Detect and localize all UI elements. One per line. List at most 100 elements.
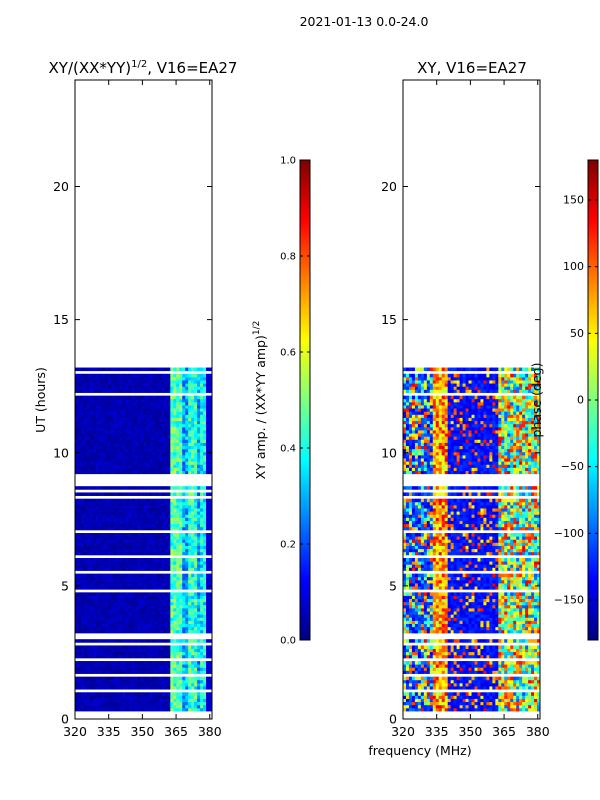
heatmap-cell	[170, 448, 174, 453]
heatmap-cell	[158, 567, 162, 571]
heatmap-cell	[83, 639, 88, 643]
heatmap-cell	[107, 405, 112, 409]
heatmap-cell	[80, 414, 85, 418]
heatmap-cell	[158, 579, 162, 584]
heatmap-cell	[164, 542, 168, 546]
heatmap-cell	[477, 667, 481, 671]
heatmap-cell	[95, 464, 100, 468]
heatmap-cell	[107, 380, 112, 384]
heatmap-cell	[209, 376, 213, 381]
heatmap-cell	[194, 501, 198, 506]
heatmap-cell	[182, 439, 186, 443]
heatmap-cell	[450, 654, 455, 659]
heatmap-cell	[206, 573, 210, 578]
heatmap-cell	[206, 595, 210, 599]
heatmap-cell	[101, 380, 106, 384]
heatmap-cell	[483, 704, 487, 709]
heatmap-cell	[143, 548, 147, 553]
heatmap-cell	[122, 686, 127, 690]
heatmap-cell	[432, 682, 437, 687]
heatmap-cell	[194, 430, 198, 434]
heatmap-cell	[146, 380, 150, 384]
heatmap-cell	[194, 598, 198, 603]
heatmap-cell	[471, 701, 475, 706]
heatmap-cell	[113, 486, 118, 490]
heatmap-cell	[432, 707, 437, 712]
heatmap-cell	[155, 492, 159, 496]
heatmap-cell	[92, 604, 97, 609]
heatmap-cell	[528, 698, 532, 703]
heatmap-cell	[188, 648, 192, 653]
heatmap-cell	[137, 664, 141, 668]
heatmap-cell	[89, 598, 94, 603]
heatmap-cell	[122, 651, 127, 656]
heatmap-cell	[104, 598, 109, 603]
heatmap-cell	[191, 508, 195, 512]
colorbar-tick-label: 0.8	[280, 252, 296, 263]
heatmap-cell	[137, 408, 141, 412]
heatmap-cell	[164, 601, 168, 606]
heatmap-cell	[185, 558, 189, 562]
heatmap-cell	[146, 386, 150, 390]
heatmap-cell	[197, 592, 201, 596]
heatmap-cell	[170, 686, 174, 690]
heatmap-cell	[137, 451, 141, 456]
heatmap-cell	[453, 695, 458, 699]
heatmap-cell	[158, 492, 162, 496]
heatmap-cell	[209, 661, 213, 665]
heatmap-cell	[152, 514, 156, 518]
heatmap-cell	[119, 467, 124, 471]
heatmap-cell	[92, 417, 97, 422]
heatmap-cell	[86, 492, 91, 496]
heatmap-cell	[125, 445, 130, 450]
heatmap-cell	[191, 511, 195, 515]
heatmap-cell	[173, 639, 177, 643]
heatmap-cell	[206, 511, 210, 515]
heatmap-cell	[468, 661, 472, 665]
heatmap-cell	[161, 579, 165, 584]
heatmap-cell	[104, 595, 109, 599]
heatmap-cell	[423, 664, 428, 668]
heatmap-cell	[185, 686, 189, 690]
heatmap-cell	[107, 492, 112, 496]
heatmap-cell	[519, 686, 523, 690]
heatmap-cell	[528, 676, 532, 681]
heatmap-cell	[140, 558, 144, 562]
heatmap-cell	[92, 698, 97, 703]
heatmap-cell	[531, 654, 535, 659]
heatmap-cell	[182, 389, 186, 393]
heatmap-cell	[188, 376, 192, 381]
heatmap-cell	[89, 676, 94, 681]
heatmap-cell	[128, 695, 132, 699]
heatmap-cell	[188, 695, 192, 699]
heatmap-cell	[188, 592, 192, 596]
heatmap-cell	[140, 414, 144, 418]
heatmap-cell	[86, 517, 91, 521]
heatmap-cell	[191, 651, 195, 656]
heatmap-cell	[209, 436, 213, 440]
heatmap-cell	[128, 598, 132, 603]
heatmap-cell	[95, 373, 100, 378]
heatmap-cell	[185, 405, 189, 409]
heatmap-cell	[107, 542, 112, 546]
heatmap-cell	[182, 707, 186, 712]
heatmap-cell	[110, 451, 115, 456]
heatmap-cell	[170, 383, 174, 387]
heatmap-cell	[191, 430, 195, 434]
heatmap-cell	[119, 386, 124, 390]
heatmap-cell	[179, 579, 183, 584]
heatmap-cell	[179, 436, 183, 440]
heatmap-cell	[200, 445, 204, 450]
heatmap-cell	[161, 695, 165, 699]
heatmap-cell	[104, 401, 109, 406]
heatmap-cell	[131, 454, 135, 459]
heatmap-cell	[435, 707, 440, 712]
heatmap-cell	[137, 667, 141, 671]
heatmap-cell	[86, 430, 91, 434]
heatmap-cell	[113, 389, 118, 393]
heatmap-cell	[185, 629, 189, 634]
heatmap-cell	[194, 620, 198, 624]
heatmap-cell	[164, 701, 168, 706]
heatmap-cell	[432, 661, 437, 665]
heatmap-cell	[161, 545, 165, 550]
